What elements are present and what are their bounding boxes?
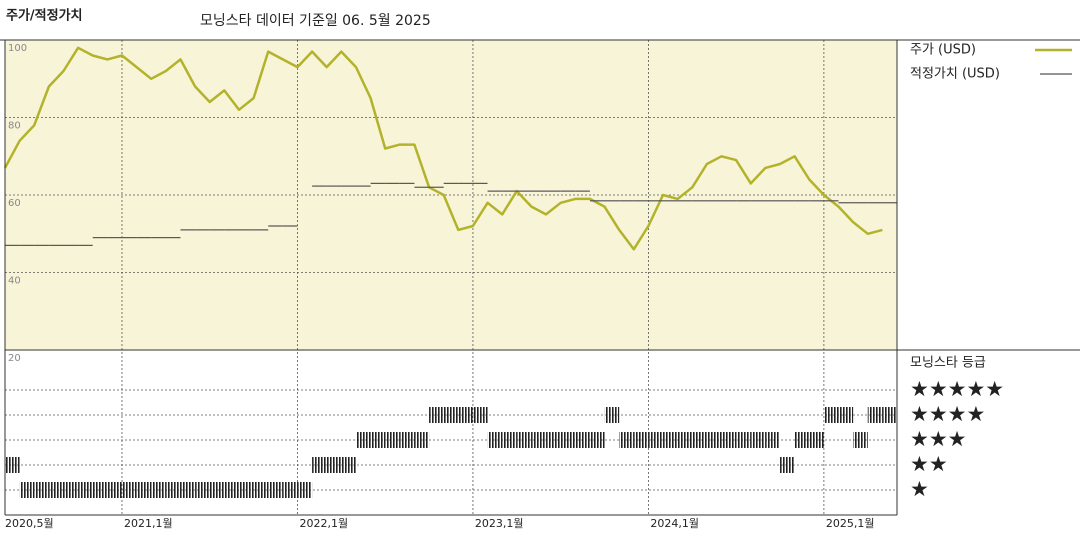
rating-strip [560,432,576,448]
rating-strip [633,432,649,448]
rating-strip [677,432,693,448]
chart-title: 주가/적정가치 [6,8,83,24]
rating-strip [355,432,371,448]
rating-strip [472,407,488,423]
rating-strip [151,482,166,498]
rating-strip [838,407,854,423]
legend-label: 적정가치 (USD) [910,67,1000,82]
rating-label: ★★★ [910,427,966,451]
rating-strip [619,432,634,448]
legend-label: 주가 (USD) [910,43,976,58]
rating-strip [19,482,35,498]
rating-strip [458,407,473,423]
rating-strip [546,432,561,448]
rating-strip [604,407,620,423]
rating-strip [165,482,181,498]
x-tick-label: 2022,1월 [299,517,348,530]
rating-strip [706,432,722,448]
rating-strip [385,432,400,448]
rating-strip [92,482,108,498]
rating-strip [34,482,49,498]
rating-strip [180,482,196,498]
x-tick-label: 2021,1월 [124,517,173,530]
rating-strip [268,482,283,498]
rating-strip [5,457,20,473]
rating-strip [780,457,795,473]
rating-label: ★★ [910,452,948,476]
rating-strip [692,432,707,448]
rating-strip [312,457,327,473]
rating-strip [341,457,356,473]
rating-strip [326,457,342,473]
rating-strip [48,482,64,498]
rating-strip [282,482,298,498]
x-tick-label: 2020,5월 [5,517,54,530]
rating-strip [663,432,678,448]
x-tick-label: 2025,1월 [826,517,875,530]
rating-strip [531,432,547,448]
rating-strip [399,432,415,448]
x-tick-label: 2024,1월 [650,517,699,530]
rating-strip [589,432,605,448]
rating-strip [253,482,269,498]
rating-strip [867,407,883,423]
rating-strip [429,407,444,423]
rating-strip [443,407,459,423]
rating-strip [516,432,532,448]
rating-strip [794,432,810,448]
rating-strip [575,432,590,448]
rating-strip [121,482,137,498]
rating-strip [502,432,517,448]
y-tick-label: 60 [8,198,21,209]
chart-subtitle: 모닝스타 데이터 기준일 06. 5월 2025 [200,13,431,29]
price-line [3,46,883,251]
rating-strip [750,432,766,448]
rating-strip [882,407,897,423]
rating-label: ★★★★ [910,402,985,426]
rating-strip [765,432,781,448]
rating-strip [78,482,93,498]
rating-strip [297,482,313,498]
rating-strip [853,432,868,448]
y-tick-label: 40 [8,276,21,287]
rating-strip [823,407,839,423]
rating-strip [238,482,254,498]
frame [0,39,1080,516]
rating-title: 모닝스타 등급 [910,356,986,371]
rating-strip [209,482,225,498]
rating-strip [736,432,751,448]
rating-strip [370,432,386,448]
rating-strip [107,482,122,498]
rating-strip [721,432,737,448]
rating-label: ★★★★★ [910,377,1004,401]
rating-strip [414,432,430,448]
y-tick-label: 100 [8,43,27,54]
rating-strip [648,432,664,448]
y-tick-label: 20 [8,353,21,364]
x-tick-label: 2023,1월 [475,517,524,530]
rating-strip [136,482,152,498]
rating-strip [809,432,824,448]
rating-strip [224,482,239,498]
rating-strip [63,482,79,498]
rating-strip [195,482,210,498]
rating-label: ★ [910,477,929,501]
rating-strip [487,432,503,448]
y-tick-label: 80 [8,121,21,132]
